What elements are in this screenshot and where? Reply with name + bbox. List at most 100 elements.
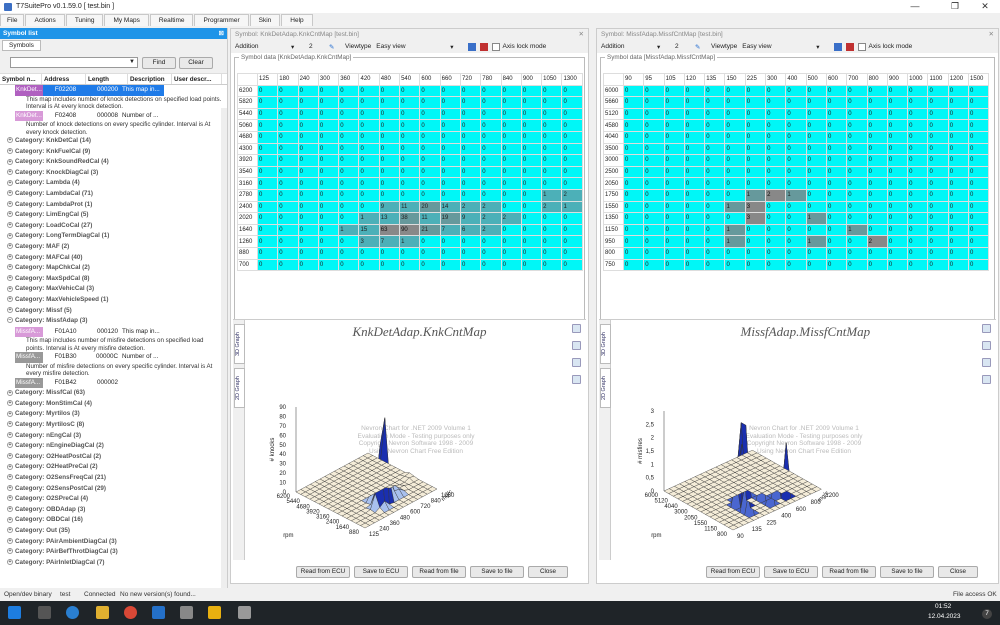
table-cell[interactable]: 0 [643, 142, 665, 156]
table-cell[interactable]: 0 [256, 96, 279, 109]
category-item[interactable]: − Category: MissfAdap (3) [0, 316, 227, 327]
app-icon-3[interactable] [238, 606, 251, 619]
table-cell[interactable]: 0 [500, 188, 522, 202]
table-cell[interactable]: 1 [561, 200, 583, 214]
table-cell[interactable]: 0 [480, 119, 502, 132]
table-cell[interactable]: 0 [317, 107, 340, 121]
table-cell[interactable]: 0 [480, 107, 502, 121]
table-cell[interactable]: 0 [500, 142, 522, 156]
table-cell[interactable]: 0 [724, 154, 746, 167]
table-cell[interactable]: 0 [825, 84, 848, 98]
table-cell[interactable]: 0 [805, 200, 827, 214]
table-cell[interactable]: 0 [500, 223, 522, 237]
rotate-icon[interactable] [982, 341, 991, 350]
table-cell[interactable]: 0 [805, 154, 827, 167]
table-cell[interactable]: 0 [968, 188, 990, 202]
table-cell[interactable]: 0 [886, 96, 909, 109]
table-cell[interactable]: 0 [805, 188, 827, 202]
table-cell[interactable]: 0 [378, 188, 401, 202]
table-cell[interactable]: 0 [643, 235, 665, 248]
table-cell[interactable]: 0 [520, 246, 543, 260]
table-cell[interactable]: 0 [643, 165, 665, 179]
table-cell[interactable]: 0 [256, 84, 279, 98]
chrome-icon[interactable] [124, 606, 137, 619]
table-cell[interactable]: 0 [947, 258, 970, 272]
table-cell[interactable]: 0 [256, 188, 279, 202]
table-cell[interactable]: 0 [907, 235, 929, 248]
table-cell[interactable]: 0 [643, 258, 665, 272]
table-cell[interactable]: 0 [622, 142, 645, 156]
table-cell[interactable]: 0 [846, 130, 868, 144]
table-cell[interactable]: 0 [419, 165, 441, 179]
collapse-icon[interactable]: − [7, 317, 13, 324]
table-cell[interactable]: 9 [378, 200, 401, 214]
table-cell[interactable]: 0 [419, 246, 441, 260]
table-cell[interactable]: 0 [866, 119, 888, 132]
table-cell[interactable]: 0 [724, 212, 746, 225]
table-cell[interactable]: 0 [785, 177, 807, 190]
table-cell[interactable]: 0 [561, 107, 583, 121]
category-item[interactable]: + Category: MaxSpdCal (8) [0, 274, 227, 285]
table-cell[interactable]: 0 [947, 165, 970, 179]
table-cell[interactable]: 0 [927, 258, 949, 272]
table-cell[interactable]: 0 [399, 188, 421, 202]
table-cell[interactable]: 0 [520, 223, 543, 237]
expand-icon[interactable]: + [7, 275, 13, 282]
table-cell[interactable]: 13 [378, 212, 401, 225]
table-cell[interactable]: 0 [927, 154, 949, 167]
table-cell[interactable]: 0 [459, 246, 482, 260]
table-cell[interactable]: 0 [439, 177, 461, 190]
table-cell[interactable]: 0 [643, 107, 665, 121]
table-cell[interactable]: 0 [866, 177, 888, 190]
file-explorer-icon[interactable] [96, 606, 109, 619]
table-cell[interactable]: 0 [317, 235, 340, 248]
category-item[interactable]: + Category: O2HeatPostCal (2) [0, 452, 227, 463]
table-cell[interactable]: 1 [785, 188, 807, 202]
category-item[interactable]: + Category: Out (35) [0, 526, 227, 537]
table-cell[interactable]: 1 [541, 188, 563, 202]
table-cell[interactable]: 0 [541, 235, 563, 248]
table-cell[interactable]: 0 [277, 258, 299, 272]
table-cell[interactable]: 0 [724, 130, 746, 144]
table-cell[interactable]: 0 [683, 165, 706, 179]
table-cell[interactable]: 0 [927, 107, 949, 121]
table-cell[interactable]: 0 [439, 119, 461, 132]
table-cell[interactable]: 0 [805, 142, 827, 156]
table-cell[interactable]: 0 [541, 246, 563, 260]
table-cell[interactable]: 0 [643, 84, 665, 98]
maximize-button[interactable]: ❐ [950, 1, 960, 11]
expand-icon[interactable]: + [7, 200, 13, 207]
symbol-row[interactable]: MissfA... F01A10 000120 This map in... [0, 326, 227, 338]
table-cell[interactable]: 0 [683, 119, 706, 132]
search-input[interactable]: ▼ [10, 57, 138, 68]
table-cell[interactable]: 0 [947, 177, 970, 190]
save-icon[interactable] [833, 42, 842, 51]
table-cell[interactable]: 0 [825, 119, 848, 132]
minimize-button[interactable]: — [910, 1, 920, 11]
table-cell[interactable]: 0 [846, 165, 868, 179]
table-cell[interactable]: 0 [663, 246, 685, 260]
table-cell[interactable]: 0 [297, 200, 319, 214]
table-cell[interactable]: 0 [378, 142, 401, 156]
table-cell[interactable]: 0 [683, 96, 706, 109]
table-cell[interactable]: 0 [683, 200, 706, 214]
table-cell[interactable]: 0 [378, 84, 401, 98]
table-cell[interactable]: 0 [968, 177, 990, 190]
table-cell[interactable]: 0 [520, 212, 543, 225]
table-cell[interactable]: 0 [825, 223, 848, 237]
table-cell[interactable]: 0 [704, 246, 726, 260]
delete-icon[interactable] [845, 42, 854, 51]
delete-icon[interactable] [479, 42, 488, 51]
table-cell[interactable]: 0 [968, 84, 990, 98]
table-cell[interactable]: 14 [439, 200, 461, 214]
table-cell[interactable]: 0 [785, 142, 807, 156]
table-cell[interactable]: 0 [317, 84, 340, 98]
table-cell[interactable]: 0 [358, 130, 380, 144]
expand-icon[interactable]: + [7, 431, 13, 438]
table-cell[interactable]: 0 [378, 130, 401, 144]
table-cell[interactable]: 0 [500, 107, 522, 121]
table-cell[interactable]: 0 [297, 165, 319, 179]
table-cell[interactable]: 0 [785, 154, 807, 167]
table-cell[interactable]: 11 [399, 200, 421, 214]
